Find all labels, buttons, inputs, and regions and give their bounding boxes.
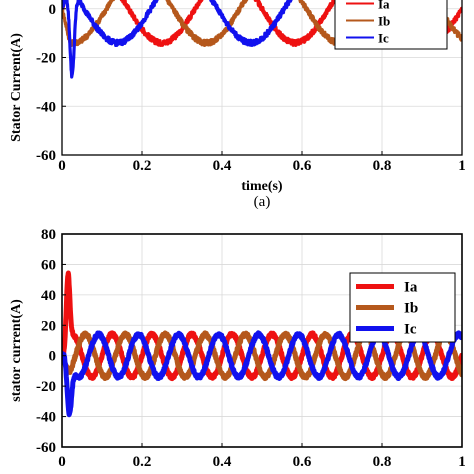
chart-a: 0 0.2 0.4 0.6 0.8 1 -60 -40 -20 0 Stator Current(A… (9, 0, 466, 210)
y-tick-label: -40 (36, 99, 56, 115)
x-tick-label: 0.2 (133, 454, 152, 470)
y-tick-label: 40 (41, 288, 56, 304)
legend: Ia Ib Ic (334, 0, 448, 50)
y-tick-label: -20 (36, 379, 56, 395)
y-tick-label: -20 (36, 51, 56, 67)
x-tick-label: 0 (58, 158, 66, 174)
legend-label-ia: Ia (404, 280, 418, 296)
y-axis-label: Stator Current(A) (9, 33, 24, 142)
legend-label-ib: Ib (404, 301, 418, 317)
y-tick-label: 60 (41, 257, 56, 273)
x-tick-label: 0.6 (293, 158, 312, 174)
legend-label-ia: Ia (378, 0, 390, 12)
series-line-ic (62, 330, 462, 418)
caption: (a) (254, 194, 271, 210)
x-tick-label: 0.6 (293, 454, 312, 470)
y-tick-label: -60 (36, 148, 56, 164)
y-tick-label: 0 (49, 2, 57, 18)
axes-frame (61, 233, 463, 448)
x-tick-label: 1 (458, 158, 466, 174)
legend-label-ic: Ic (404, 322, 417, 338)
chart-b: 0 0.2 0.4 0.6 0.8 1 -60 -40 -20 0 20 40 60 80 stator c… (9, 227, 466, 470)
x-tick-label: 1 (458, 454, 466, 470)
y-axis-label: stator current(A) (9, 299, 24, 402)
x-tick-label: 0.8 (373, 454, 392, 470)
legend-label-ib: Ib (378, 14, 390, 29)
x-axis-label: time(s) (241, 179, 283, 194)
x-tick-label: 0.2 (133, 158, 152, 174)
x-tick-label: 0.4 (213, 158, 232, 174)
legend: Ia Ib Ic (349, 272, 456, 343)
y-tick-label: 80 (41, 227, 56, 243)
x-tick-label: 0.8 (373, 158, 392, 174)
legend-box (334, 0, 448, 50)
y-tick-label: -60 (36, 440, 56, 456)
series-line-ib (62, 330, 462, 382)
x-tick-label: 0.4 (213, 454, 232, 470)
y-tick-label: -40 (36, 410, 56, 426)
x-tick-label: 0 (58, 454, 66, 470)
y-tick-label: 0 (49, 349, 57, 365)
y-tick-label: 20 (41, 318, 56, 334)
legend-label-ic: Ic (378, 31, 389, 46)
